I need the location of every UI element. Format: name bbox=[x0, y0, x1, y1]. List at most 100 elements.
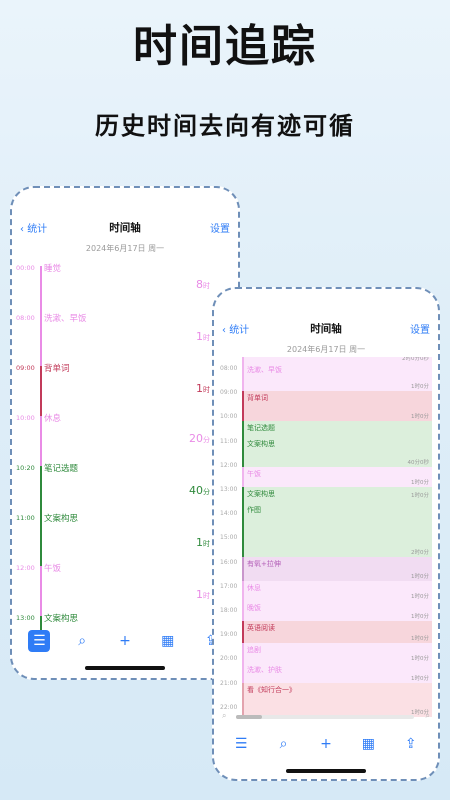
time-block[interactable]: 英语阅读 1时0分 bbox=[242, 621, 432, 643]
search-icon[interactable]: ⌕ bbox=[78, 633, 87, 649]
time-block[interactable]: 午饭 1时0分 bbox=[242, 467, 432, 487]
timeline-segment bbox=[40, 416, 42, 466]
hour-label: 17:00 bbox=[220, 582, 238, 590]
scroll-track[interactable] bbox=[236, 715, 414, 719]
block-duration: 40分0秒 bbox=[407, 460, 430, 466]
settings-button[interactable]: 设置 bbox=[410, 325, 430, 336]
timeline-list[interactable]: 00:00 睡觉 08:00 洗漱、早饭 09:00 背单词 10:00 休息 10:20 笔记选… bbox=[12, 258, 238, 634]
time-block[interactable]: 有氧+拉伸 1时0分 bbox=[242, 557, 432, 581]
timeline-time: 11:00 bbox=[16, 514, 35, 522]
phone-screen-timeline-list: ‹ 统计 时间轴 设置 2024年6月17日 周一 00:00 睡觉 08:00 洗漱… bbox=[10, 186, 240, 680]
block-duration: 1时0分 bbox=[411, 594, 429, 600]
block-duration: 1时0分 bbox=[411, 414, 429, 420]
timeline-time: 10:00 bbox=[16, 414, 35, 422]
calendar-icon[interactable]: ▦ bbox=[161, 633, 175, 649]
duration-label: 1时 bbox=[196, 382, 210, 395]
duration-label: 40分 bbox=[189, 484, 210, 497]
block-duration: 1时0分 bbox=[411, 636, 429, 642]
hour-label: 08:00 bbox=[220, 365, 238, 372]
timeline-segment bbox=[40, 466, 42, 516]
block-duration: 1时0分 bbox=[411, 676, 429, 682]
block-activity: 追剧 bbox=[247, 646, 261, 654]
timeline-activity: 睡觉 bbox=[44, 264, 62, 274]
block-duration: 1时0分 bbox=[411, 656, 429, 662]
timeline-time: 12:00 bbox=[16, 564, 35, 572]
timeline-segment bbox=[40, 566, 42, 616]
timeline-activity: 背单词 bbox=[44, 364, 70, 374]
calendar-icon[interactable]: ▦ bbox=[361, 736, 375, 752]
zoom-scrollbar[interactable]: ⌕ ⌕ bbox=[222, 711, 430, 721]
block-activity: 文案构思 bbox=[247, 490, 275, 498]
timeline-segment bbox=[40, 316, 42, 366]
block-activity: 晚饭 bbox=[247, 604, 261, 612]
time-block[interactable]: 背单词 1时0分 bbox=[242, 391, 432, 421]
hour-label: 13:00 bbox=[220, 486, 238, 493]
block-activity: 文案构思 bbox=[247, 440, 275, 448]
back-button[interactable]: ‹ 统计 bbox=[20, 224, 48, 235]
share-icon[interactable]: ⇪ bbox=[204, 633, 217, 649]
block-activity: 午饭 bbox=[247, 470, 261, 478]
timeline-time: 13:00 bbox=[16, 614, 35, 622]
time-block[interactable]: 文案构思 作图 2时0分 1时0分 bbox=[242, 487, 432, 557]
back-button[interactable]: ‹ 统计 bbox=[222, 325, 250, 336]
back-label: 统计 bbox=[229, 325, 250, 336]
time-block[interactable]: 看《知行合一》 1时0分 bbox=[242, 683, 432, 717]
tab-bar: ☰ ⌕ + ▦ ⇪ bbox=[214, 729, 438, 759]
block-duration: 1时0分 bbox=[411, 574, 429, 580]
block-activity: 洗漱、早饭 bbox=[247, 366, 282, 374]
timeline-activity: 休息 bbox=[44, 414, 62, 424]
time-block[interactable]: 追剧 1时0分 bbox=[242, 643, 432, 663]
hour-label: 15:00 bbox=[220, 534, 238, 542]
hour-label: 11:00 bbox=[220, 437, 238, 445]
back-label: 统计 bbox=[27, 224, 48, 235]
duration-label: 1时 bbox=[196, 588, 210, 601]
settings-button[interactable]: 设置 bbox=[210, 224, 230, 235]
hour-label: 12:00 bbox=[220, 461, 238, 469]
zoom-in-icon[interactable]: ⌕ bbox=[425, 711, 430, 720]
block-duration: 1时0分 bbox=[411, 480, 429, 486]
plus-icon[interactable]: + bbox=[320, 736, 332, 752]
block-activity: 看《知行合一》 bbox=[247, 686, 296, 694]
hero-title: 时间追踪 bbox=[133, 21, 317, 72]
hour-label: 14:00 bbox=[220, 510, 238, 518]
time-block[interactable]: 休息 1时0分 bbox=[242, 581, 432, 601]
hero-subtitle: 历史时间去向有迹可循 bbox=[95, 111, 355, 140]
hour-label: 22:00 bbox=[220, 703, 238, 711]
time-block[interactable]: 晚饭 1时0分 bbox=[242, 601, 432, 621]
hour-label: 16:00 bbox=[220, 558, 238, 566]
block-activity: 有氧+拉伸 bbox=[247, 560, 281, 568]
timeline-activity: 午饭 bbox=[44, 564, 62, 574]
duration-label: 8时 bbox=[196, 278, 210, 291]
time-block[interactable]: 笔记选题文案构思 40分0秒 bbox=[242, 421, 432, 467]
time-block[interactable]: 洗漱、早饭 1时0分 bbox=[242, 363, 432, 391]
scroll-thumb[interactable] bbox=[236, 715, 262, 719]
block-activity: 洗漱、护肤 bbox=[247, 666, 282, 674]
timeline-time: 00:00 bbox=[16, 264, 35, 272]
timeline-activity: 洗漱、早饭 bbox=[44, 314, 87, 324]
hour-label: 09:00 bbox=[220, 389, 238, 397]
calendar-view[interactable]: 08:00 09:00 10:00 11:00 12:00 13:00 14:00 15:00… bbox=[214, 357, 438, 717]
share-icon[interactable]: ⇪ bbox=[404, 736, 417, 752]
timeline-segment bbox=[40, 366, 42, 416]
search-icon[interactable]: ⌕ bbox=[279, 736, 288, 752]
block-duration: 1时0分 bbox=[411, 493, 429, 499]
timeline-time: 08:00 bbox=[16, 314, 35, 322]
block-activity: 背单词 bbox=[247, 394, 268, 402]
duration-label: 1时 bbox=[196, 330, 210, 343]
phone-screen-timeline-calendar: ‹ 统计 时间轴 设置 2024年6月17日 周一 08:00 09:00 10:0… bbox=[212, 287, 440, 781]
time-block[interactable]: 2时0分0秒 bbox=[242, 357, 432, 363]
zoom-out-icon[interactable]: ⌕ bbox=[222, 711, 227, 720]
plus-icon[interactable]: + bbox=[119, 633, 131, 649]
block-activity: 笔记选题 bbox=[247, 424, 275, 432]
timeline-segment bbox=[40, 616, 42, 634]
block-activity: 休息 bbox=[247, 584, 261, 592]
nav-bar: ‹ 统计 时间轴 设置 bbox=[12, 220, 238, 240]
hour-label: 19:00 bbox=[220, 631, 238, 639]
list-icon[interactable]: ☰ bbox=[234, 736, 248, 752]
hour-label: 20:00 bbox=[220, 655, 238, 663]
list-icon[interactable]: ☰ bbox=[28, 630, 51, 652]
nav-bar: ‹ 统计 时间轴 设置 bbox=[214, 321, 438, 341]
time-block[interactable]: 洗漱、护肤 1时0分 bbox=[242, 663, 432, 683]
timeline-activity: 文案构思 bbox=[44, 614, 79, 624]
home-indicator bbox=[286, 769, 366, 773]
